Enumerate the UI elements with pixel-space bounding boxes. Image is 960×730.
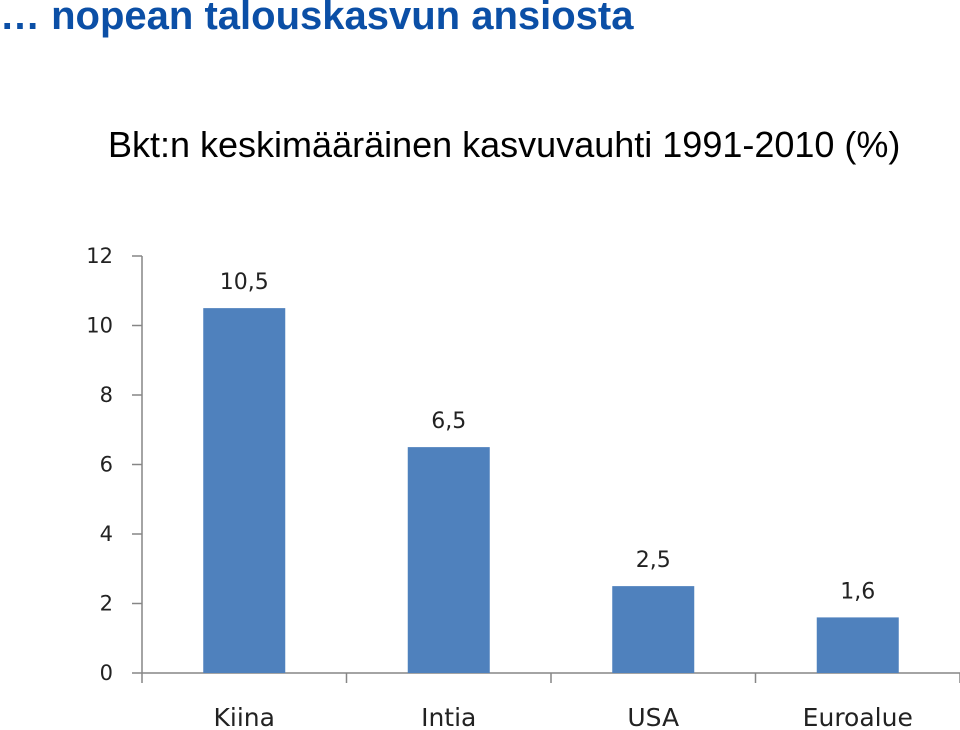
bar — [203, 308, 286, 673]
data-label: 10,5 — [220, 270, 269, 295]
category-label: Kiina — [214, 703, 275, 730]
category-label: USA — [627, 703, 679, 730]
category-label: Euroalue — [803, 703, 913, 730]
bar — [407, 447, 490, 673]
label-layer: 0 2 4 6 8 10 12 10,5 Kiina 6,5 Intia 2,5 USA 1,6 Euroa… — [86, 244, 913, 730]
bar — [816, 617, 899, 673]
y-tick-label: 4 — [100, 522, 113, 546]
y-tick-label: 6 — [100, 453, 113, 477]
y-tick-label: 8 — [100, 383, 113, 407]
bar-layer — [203, 308, 899, 673]
data-label: 6,5 — [431, 409, 466, 434]
chart-title: Bkt:n keskimääräinen kasvuvauhti 1991-20… — [108, 124, 901, 165]
y-tick-label: 10 — [86, 314, 113, 338]
y-tick-label: 2 — [100, 592, 113, 616]
bar — [612, 586, 695, 673]
y-tick-label: 12 — [86, 244, 113, 268]
category-label: Intia — [421, 703, 476, 730]
data-label: 2,5 — [636, 548, 671, 573]
y-tick-label: 0 — [100, 661, 113, 685]
data-label: 1,6 — [840, 579, 875, 604]
page-title: … nopean talouskasvun ansiosta — [0, 0, 634, 38]
